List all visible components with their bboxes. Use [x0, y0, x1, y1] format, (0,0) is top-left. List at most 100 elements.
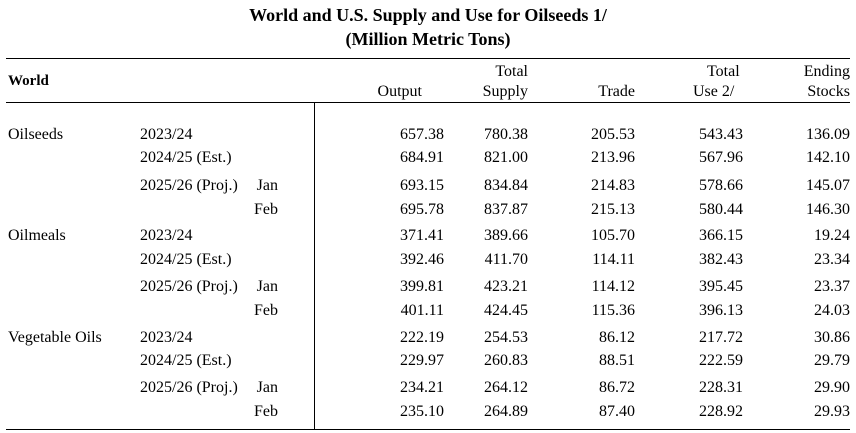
col-header-total-use-line2: Use 2/	[693, 83, 735, 100]
cell-trade: 87.40	[599, 403, 635, 420]
cell-total-use: 382.43	[699, 251, 743, 268]
header-rule	[6, 102, 850, 103]
cell-total-supply: 424.45	[484, 302, 528, 319]
cell-trade: 86.72	[599, 379, 635, 396]
cell-ending-stocks: 29.90	[814, 379, 850, 396]
header-region-label: World	[8, 73, 49, 89]
table-title: World and U.S. Supply and Use for Oilsee…	[249, 5, 607, 25]
cell-total-supply: 264.12	[484, 379, 528, 396]
cell-total-use: 222.59	[699, 352, 743, 369]
table-subtitle: (Million Metric Tons)	[345, 29, 511, 49]
row-month: Jan	[256, 379, 278, 396]
row-year: 2023/24	[140, 227, 193, 244]
row-year: 2025/26 (Proj.)	[140, 278, 238, 295]
row-month: Jan	[256, 177, 278, 194]
col-header-ending-stocks-line1: Ending	[803, 63, 850, 80]
cell-trade: 215.13	[591, 201, 635, 218]
row-year: 2025/26 (Proj.)	[140, 379, 238, 396]
cell-total-use: 580.44	[699, 201, 743, 218]
col-header-trade: Trade	[565, 62, 635, 102]
cell-ending-stocks: 146.30	[806, 201, 850, 218]
cell-trade: 88.51	[599, 352, 635, 369]
row-year: 2024/25 (Est.)	[140, 352, 232, 369]
col-header-total-use-line1: Total	[707, 63, 740, 80]
col-header-ending-stocks: Ending Stocks	[780, 62, 850, 102]
col-header-ending-stocks-line2: Stocks	[807, 83, 850, 100]
cell-trade: 114.12	[591, 278, 635, 295]
cell-total-use: 567.96	[699, 149, 743, 166]
cell-total-supply: 423.21	[484, 278, 528, 295]
column-divider	[314, 102, 315, 429]
cell-ending-stocks: 136.09	[806, 126, 850, 143]
cell-ending-stocks: 29.93	[814, 403, 850, 420]
cell-total-supply: 389.66	[484, 227, 528, 244]
commodity-label: Vegetable Oils	[8, 329, 102, 346]
cell-total-use: 395.45	[699, 278, 743, 295]
cell-total-use: 543.43	[699, 126, 743, 143]
row-year: 2023/24	[140, 329, 193, 346]
cell-total-use: 366.15	[699, 227, 743, 244]
cell-output: 684.91	[400, 149, 444, 166]
cell-trade: 86.12	[599, 329, 635, 346]
cell-output: 401.11	[400, 302, 444, 319]
col-header-total-supply: Total Supply	[448, 62, 528, 102]
cell-ending-stocks: 29.79	[814, 352, 850, 369]
cell-ending-stocks: 24.03	[814, 302, 850, 319]
col-header-output: Output	[352, 62, 422, 102]
cell-ending-stocks: 19.24	[814, 227, 850, 244]
row-month: Feb	[254, 403, 278, 420]
cell-output: 234.21	[400, 379, 444, 396]
cell-total-supply: 837.87	[484, 201, 528, 218]
cell-trade: 205.53	[591, 126, 635, 143]
cell-trade: 115.36	[591, 302, 635, 319]
commodity-label: Oilseeds	[8, 126, 64, 143]
cell-ending-stocks: 23.34	[814, 251, 850, 268]
cell-total-supply: 834.84	[484, 177, 528, 194]
cell-total-use: 217.72	[699, 329, 743, 346]
row-year: 2025/26 (Proj.)	[140, 177, 238, 194]
col-header-total-supply-line1: Total	[495, 63, 528, 80]
cell-trade: 105.70	[591, 227, 635, 244]
row-month: Feb	[254, 201, 278, 218]
cell-total-supply: 780.38	[484, 126, 528, 143]
row-year: 2024/25 (Est.)	[140, 149, 232, 166]
cell-trade: 114.11	[592, 251, 635, 268]
cell-total-use: 396.13	[699, 302, 743, 319]
cell-total-use: 228.92	[699, 403, 743, 420]
cell-output: 392.46	[400, 251, 444, 268]
cell-total-supply: 260.83	[484, 352, 528, 369]
cell-total-supply: 821.00	[484, 149, 528, 166]
cell-total-use: 228.31	[699, 379, 743, 396]
cell-ending-stocks: 145.07	[806, 177, 850, 194]
cell-ending-stocks: 23.37	[814, 278, 850, 295]
col-header-total-use: Total Use 2/	[693, 62, 753, 102]
cell-total-supply: 264.89	[484, 403, 528, 420]
top-rule	[6, 58, 850, 59]
cell-ending-stocks: 30.86	[814, 329, 850, 346]
row-year: 2023/24	[140, 126, 193, 143]
cell-output: 399.81	[400, 278, 444, 295]
col-header-trade-line2: Trade	[598, 83, 635, 100]
col-header-total-supply-line2: Supply	[482, 83, 528, 100]
cell-total-supply: 254.53	[484, 329, 528, 346]
col-header-trade-line1	[565, 62, 635, 82]
cell-trade: 213.96	[591, 149, 635, 166]
cell-output: 235.10	[400, 403, 444, 420]
col-header-output-line2: Output	[377, 83, 422, 100]
cell-ending-stocks: 142.10	[806, 149, 850, 166]
commodity-label: Oilmeals	[8, 227, 66, 244]
row-year: 2024/25 (Est.)	[140, 251, 232, 268]
col-header-output-line1	[352, 62, 422, 82]
cell-output: 371.41	[400, 227, 444, 244]
cell-trade: 214.83	[591, 177, 635, 194]
cell-total-use: 578.66	[699, 177, 743, 194]
row-month: Jan	[256, 278, 278, 295]
cell-output: 695.78	[400, 201, 444, 218]
cell-output: 693.15	[400, 177, 444, 194]
cell-output: 222.19	[400, 329, 444, 346]
cell-total-supply: 411.70	[484, 251, 528, 268]
bottom-rule	[6, 429, 850, 430]
row-month: Feb	[254, 302, 278, 319]
cell-output: 657.38	[400, 126, 444, 143]
cell-output: 229.97	[400, 352, 444, 369]
